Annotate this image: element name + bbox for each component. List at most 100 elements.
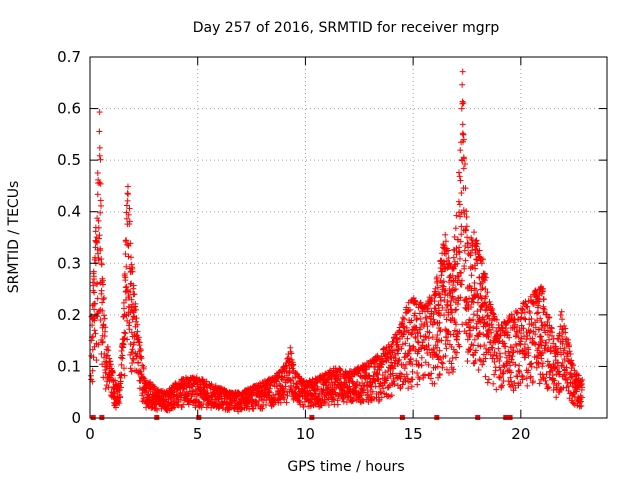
data-point xyxy=(95,235,102,242)
data-point xyxy=(284,392,291,399)
data-point xyxy=(324,396,331,403)
data-point xyxy=(136,348,143,355)
data-point xyxy=(120,341,127,348)
data-point xyxy=(141,377,148,384)
data-point xyxy=(334,376,341,383)
grid xyxy=(90,57,607,418)
data-point xyxy=(124,336,131,343)
data-point xyxy=(190,388,197,395)
data-point xyxy=(130,282,137,289)
data-point xyxy=(154,407,161,414)
data-point xyxy=(98,287,105,294)
data-point xyxy=(122,274,129,281)
data-point xyxy=(95,176,102,183)
data-point xyxy=(127,341,134,348)
data-point xyxy=(99,299,106,306)
data-point xyxy=(92,330,99,337)
data-point xyxy=(96,109,103,116)
data-point xyxy=(95,217,102,224)
data-point xyxy=(120,365,127,372)
data-point xyxy=(116,400,123,407)
data-point xyxy=(117,384,124,391)
data-point xyxy=(95,224,102,231)
data-point xyxy=(129,360,136,367)
data-point xyxy=(128,304,135,311)
data-point xyxy=(89,367,96,374)
data-point xyxy=(125,191,132,198)
data-point xyxy=(90,354,97,361)
data-point xyxy=(95,341,102,348)
data-point xyxy=(183,383,190,390)
data-point xyxy=(91,306,98,313)
data-point xyxy=(243,405,250,412)
data-point xyxy=(107,361,114,368)
data-point xyxy=(100,296,107,303)
data-point xyxy=(123,283,130,290)
data-point xyxy=(127,289,134,296)
data-point xyxy=(126,319,133,326)
data-point xyxy=(125,253,132,260)
data-point xyxy=(136,339,143,346)
data-point xyxy=(277,399,284,406)
data-point xyxy=(97,202,104,209)
data-point xyxy=(118,372,125,379)
data-point xyxy=(136,385,143,392)
data-point xyxy=(103,359,110,366)
data-point xyxy=(288,350,295,357)
data-point xyxy=(97,247,104,254)
data-point xyxy=(91,327,98,334)
data-point xyxy=(346,383,353,390)
data-point xyxy=(117,371,124,378)
data-point xyxy=(348,398,355,405)
data-point xyxy=(91,289,98,296)
data-point xyxy=(94,170,101,177)
data-point xyxy=(126,221,133,228)
data-point xyxy=(293,381,300,388)
data-point xyxy=(330,395,337,402)
data-point xyxy=(340,395,347,402)
data-point xyxy=(131,291,138,298)
data-point xyxy=(266,385,273,392)
data-point xyxy=(96,152,103,159)
data-point xyxy=(100,281,107,288)
data-point xyxy=(279,387,286,394)
data-point xyxy=(343,399,350,406)
data-point xyxy=(111,400,118,407)
data-point xyxy=(118,361,125,368)
data-point xyxy=(325,395,332,402)
data-point xyxy=(100,312,107,319)
data-point xyxy=(300,403,307,410)
data-point xyxy=(354,378,361,385)
data-point xyxy=(175,402,182,409)
data-point xyxy=(102,324,109,331)
data-point xyxy=(272,391,279,398)
data-point xyxy=(137,347,144,354)
data-point xyxy=(96,232,103,239)
data-point xyxy=(105,347,112,354)
data-point xyxy=(129,268,136,275)
data-point xyxy=(128,254,135,261)
data-point xyxy=(286,368,293,375)
data-point xyxy=(134,321,141,328)
data-point xyxy=(267,382,274,389)
data-point xyxy=(99,338,106,345)
data-point xyxy=(121,329,128,336)
data-point xyxy=(94,215,101,222)
data-point xyxy=(329,396,336,403)
data-point xyxy=(119,352,126,359)
data-point xyxy=(282,363,289,370)
data-point xyxy=(109,369,116,376)
data-point xyxy=(91,343,98,350)
data-point xyxy=(296,398,303,405)
data-point xyxy=(96,144,103,151)
data-point xyxy=(117,378,124,385)
data-point xyxy=(97,156,104,163)
data-point xyxy=(129,355,136,362)
data-point xyxy=(124,197,131,204)
data-point xyxy=(134,328,141,335)
data-point xyxy=(131,339,138,346)
data-point xyxy=(255,401,262,408)
data-point xyxy=(122,330,129,337)
data-point xyxy=(123,215,130,222)
